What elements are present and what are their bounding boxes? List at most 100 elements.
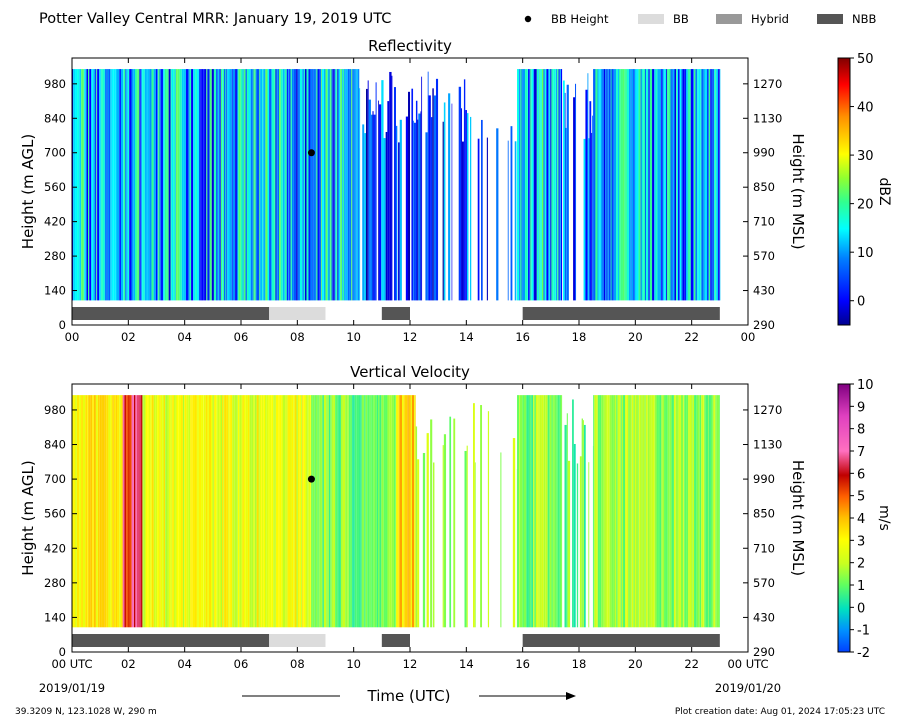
reflectivity-data-column (395, 125, 398, 301)
velocity-y-tick-label: 700 (44, 472, 66, 486)
reflectivity-x-tick-label: 02 (121, 330, 136, 344)
reflectivity-data-column (83, 69, 85, 301)
velocity-data-column (599, 395, 602, 628)
reflectivity-y-right-tick-label: 1130 (753, 111, 782, 125)
velocity-data-column (381, 395, 384, 628)
reflectivity-data-column (352, 69, 354, 301)
velocity-x-tick-label: 10 (346, 657, 361, 671)
reflectivity-data-column (127, 69, 130, 301)
reflectivity-data-column (193, 69, 196, 301)
reflectivity-data-column (398, 142, 400, 301)
velocity-data-column (350, 395, 352, 628)
velocity-data-column (528, 395, 531, 628)
reflectivity-data-column (204, 69, 207, 301)
reflectivity-colorbar-tick-label: 10 (857, 246, 874, 261)
reflectivity-data-column (712, 69, 714, 301)
velocity-data-column (342, 395, 346, 628)
velocity-data-column (572, 399, 574, 628)
reflectivity-data-column (107, 69, 110, 301)
velocity-data-column (464, 450, 467, 628)
reflectivity-data-column (276, 69, 278, 301)
reflectivity-data-column (693, 69, 696, 301)
reflectivity-data-column (340, 69, 342, 301)
reflectivity-x-tick-label: 18 (572, 330, 587, 344)
velocity-data-column (651, 395, 654, 628)
reflectivity-colorbar-tick-label: 40 (857, 101, 874, 116)
reflectivity-data-column (209, 69, 212, 301)
reflectivity-data-column (603, 69, 606, 301)
velocity-data-column (198, 395, 202, 628)
reflectivity-data-column (265, 69, 268, 301)
velocity-y-tick-label: 420 (44, 541, 66, 555)
reflectivity-data-column (520, 69, 522, 301)
reflectivity-data-column (592, 115, 594, 301)
velocity-data-column (364, 395, 366, 628)
reflectivity-data-column (231, 69, 233, 301)
velocity-data-column (402, 395, 404, 628)
velocity-data-column (153, 395, 156, 628)
velocity-data-column (310, 395, 312, 628)
velocity-data-column (216, 395, 218, 628)
reflectivity-data-column (267, 69, 270, 301)
reflectivity-data-column (312, 69, 314, 301)
reflectivity-data-column (510, 126, 513, 301)
velocity-data-column (526, 395, 529, 628)
velocity-data-column (629, 395, 632, 628)
reflectivity-data-column (333, 69, 335, 301)
velocity-data-column (251, 395, 254, 628)
velocity-data-column (535, 395, 538, 628)
reflectivity-x-tick-label: 16 (515, 330, 530, 344)
velocity-data-column (442, 445, 444, 628)
velocity-colorbar-gradient (837, 383, 851, 653)
reflectivity-data-column (323, 69, 326, 301)
reflectivity-data-column (616, 69, 618, 301)
reflectivity-data-column (101, 69, 103, 301)
velocity-x-tick-label: 08 (290, 657, 305, 671)
reflectivity-data-column (697, 69, 699, 301)
velocity-data-column (671, 395, 674, 628)
velocity-data-column (358, 395, 361, 628)
reflectivity-data-column (560, 69, 563, 301)
velocity-data-column (415, 395, 416, 628)
reflectivity-data-column (158, 69, 160, 301)
reflectivity-data-column (183, 69, 186, 301)
velocity-data-column (191, 395, 193, 628)
velocity-data-column (487, 411, 490, 628)
reflectivity-data-column (654, 69, 656, 301)
reflectivity-data-column (558, 69, 560, 301)
reflectivity-data-column (381, 80, 384, 301)
reflectivity-data-column (385, 131, 388, 301)
velocity-data-column (348, 395, 351, 628)
reflectivity-data-column (525, 69, 528, 301)
reflectivity-data-column (448, 93, 451, 301)
velocity-data-column (523, 395, 527, 628)
velocity-data-column (122, 395, 124, 628)
velocity-data-column (609, 395, 612, 628)
velocity-colorbar-tick-label: 9 (857, 400, 865, 415)
reflectivity-data-column (521, 69, 523, 301)
reflectivity-data-column (620, 69, 623, 301)
velocity-data-column (217, 395, 220, 628)
velocity-y-right-tick-label: 290 (753, 645, 775, 659)
velocity-data-column (422, 452, 426, 628)
velocity-data-column (318, 395, 320, 628)
velocity-data-column (112, 395, 114, 628)
reflectivity-x-tick-label: 12 (403, 330, 418, 344)
reflectivity-y-tick-label: 420 (44, 215, 66, 229)
reflectivity-data-column (223, 69, 226, 301)
velocity-data-column (404, 395, 406, 628)
reflectivity-data-column (681, 69, 683, 301)
velocity-data-column (354, 395, 357, 628)
reflectivity-data-column (173, 69, 176, 301)
reflectivity-data-column (116, 69, 120, 301)
velocity-colorbar-tick-label: 4 (857, 512, 865, 527)
reflectivity-data-column (321, 69, 324, 301)
reflectivity-data-column (466, 113, 469, 301)
reflectivity-data-column (393, 87, 396, 301)
reflectivity-data-column (387, 101, 390, 301)
reflectivity-data-column (315, 69, 317, 301)
velocity-x-tick-label: 12 (403, 657, 418, 671)
velocity-data-column (126, 395, 128, 628)
reflectivity-data-column (177, 69, 180, 301)
reflectivity-data-column (557, 69, 559, 301)
